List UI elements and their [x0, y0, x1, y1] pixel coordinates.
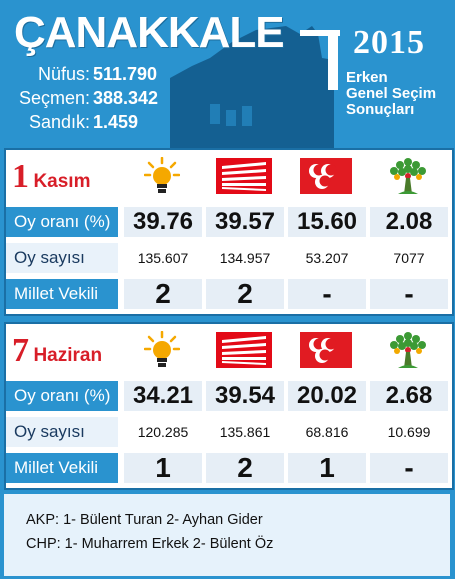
panel-header: 7 Haziran — [6, 324, 452, 376]
vote-count-row: Oy sayısı 120.285 135.861 68.816 10.699 — [6, 416, 452, 448]
date-month: Kasım — [33, 171, 91, 192]
hdp-tree-icon — [390, 158, 426, 194]
mhp-logo-cell — [288, 156, 364, 196]
mp-count-mhp: - — [288, 278, 366, 309]
vote-count-akp: 135.607 — [124, 243, 202, 273]
vote-share-chp: 39.57 — [206, 207, 284, 237]
mp-count-mhp: 1 — [288, 452, 366, 483]
vote-share-hdp: 2.68 — [370, 381, 448, 411]
date-number: 1 — [12, 158, 29, 195]
mp-count-chp: 2 — [206, 278, 284, 309]
mhp-logo-cell — [288, 330, 364, 370]
stat-label: Seçmen: — [18, 88, 90, 108]
vote-share-chp: 39.54 — [206, 381, 284, 411]
vote-count-mhp: 53.207 — [288, 243, 366, 273]
row-label: Oy oranı (%) — [6, 381, 118, 411]
date-number: 7 — [12, 332, 29, 369]
stat-label: Sandık: — [28, 112, 90, 132]
akp-logo-cell — [124, 156, 200, 196]
year-label: 2015 — [353, 24, 425, 61]
hdp-tree-icon — [390, 332, 426, 368]
mp-count-akp: 1 — [124, 452, 202, 483]
subtitle: Erken Genel Seçim Sonuçları — [346, 70, 446, 118]
mp-count-row: Millet Vekili 2 2 - - — [6, 278, 452, 310]
mp-count-hdp: - — [370, 452, 448, 483]
hdp-logo-cell — [370, 330, 446, 370]
elected-mps-footer: AKP: 1- Bülent Turan 2- Ayhan Gider CHP:… — [4, 494, 450, 576]
header: ÇANAKKALE 2015 Erken Genel Seçim Sonuçla… — [0, 0, 455, 148]
vote-share-row: Oy oranı (%) 34.21 39.54 20.02 2.68 — [6, 380, 452, 412]
vote-count-mhp: 68.816 — [288, 417, 366, 447]
vote-share-mhp: 20.02 — [288, 381, 366, 411]
vote-count-chp: 135.861 — [206, 417, 284, 447]
election-date: 1 Kasım — [12, 158, 112, 195]
akp-bulb-icon — [144, 157, 180, 193]
row-label: Millet Vekili — [6, 279, 118, 309]
mp-count-hdp: - — [370, 278, 448, 309]
vote-share-mhp: 15.60 — [288, 207, 366, 237]
vote-count-hdp: 10.699 — [370, 417, 448, 447]
vote-count-row: Oy sayısı 135.607 134.957 53.207 7077 — [6, 242, 452, 274]
mp-count-akp: 2 — [124, 278, 202, 309]
stat-value: 1.459 — [93, 112, 139, 132]
vote-share-akp: 34.21 — [124, 381, 202, 411]
akp-bulb-icon — [144, 331, 180, 367]
chp-logo-cell — [206, 330, 282, 370]
panel-header: 1 Kasım — [6, 150, 452, 202]
row-label: Oy sayısı — [6, 417, 118, 447]
mp-count-row: Millet Vekili 1 2 1 - — [6, 452, 452, 484]
mhp-crescents-icon — [300, 158, 352, 194]
vote-share-akp: 39.76 — [124, 207, 202, 237]
row-label: Millet Vekili — [6, 453, 118, 483]
akp-logo-cell — [124, 330, 200, 370]
mhp-crescents-icon — [300, 332, 352, 368]
hdp-logo-cell — [370, 156, 446, 196]
vote-count-hdp: 7077 — [370, 243, 448, 273]
chp-six-arrows-icon — [216, 332, 272, 368]
election-date: 7 Haziran — [12, 332, 112, 369]
election-panel-haziran: 7 Haziran — [4, 322, 454, 490]
election-panel-kasim: 1 Kasım — [4, 148, 454, 316]
chp-six-arrows-icon — [216, 158, 272, 194]
stat-voters: Seçmen: 388.342 — [0, 88, 170, 112]
stat-population: Nüfus: 511.790 — [0, 64, 170, 88]
subtitle-line-3: Sonuçları — [346, 101, 415, 118]
chp-elected-mps: CHP: 1- Muharrem Erkek 2- Bülent Öz — [26, 536, 274, 552]
akp-elected-mps: AKP: 1- Bülent Turan 2- Ayhan Gider — [26, 512, 263, 528]
subtitle-line-2: Genel Seçim — [346, 85, 437, 102]
subtitle-line-1: Erken — [346, 69, 388, 86]
castle-silhouette-icon — [170, 26, 340, 148]
vote-share-row: Oy oranı (%) 39.76 39.57 15.60 2.08 — [6, 206, 452, 238]
row-label: Oy sayısı — [6, 243, 118, 273]
stat-label: Nüfus: — [37, 64, 90, 84]
chp-logo-cell — [206, 156, 282, 196]
date-month: Haziran — [33, 345, 103, 366]
stat-ballot-boxes: Sandık: 1.459 — [0, 112, 170, 136]
row-label: Oy oranı (%) — [6, 207, 118, 237]
mp-count-chp: 2 — [206, 452, 284, 483]
vote-count-akp: 120.285 — [124, 417, 202, 447]
stat-value: 511.790 — [93, 64, 158, 84]
vote-count-chp: 134.957 — [206, 243, 284, 273]
stat-value: 388.342 — [93, 88, 159, 108]
city-title: ÇANAKKALE — [14, 8, 285, 57]
vote-share-hdp: 2.08 — [370, 207, 448, 237]
